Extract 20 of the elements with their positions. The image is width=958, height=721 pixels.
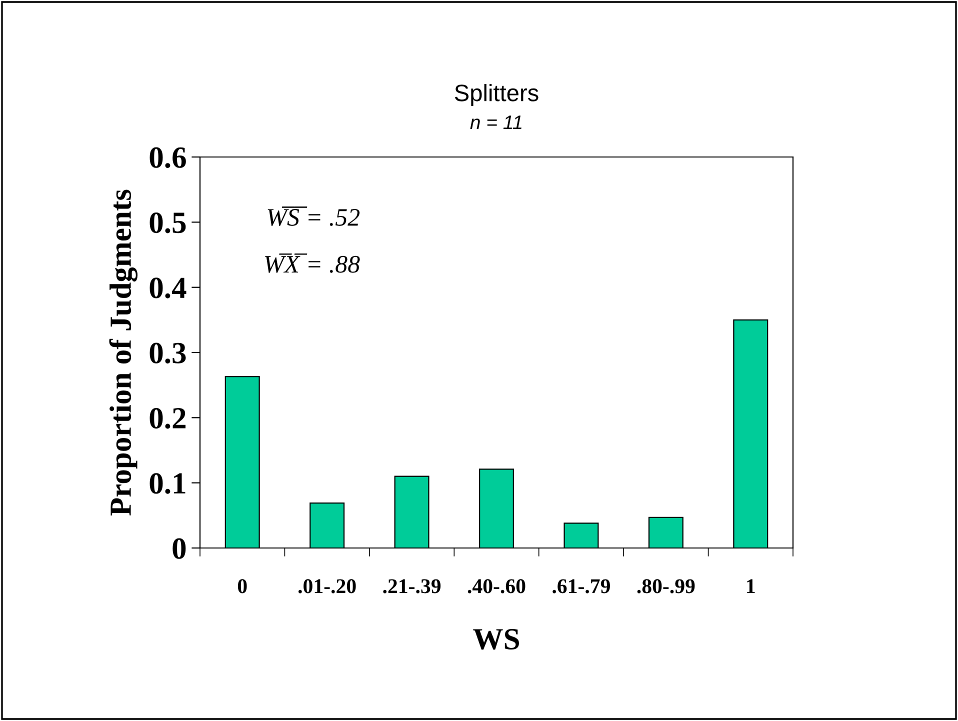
chart-title: Splitters	[454, 84, 538, 106]
x-tick-label: .40-.60	[468, 579, 526, 594]
x-tick-label: .21-.39	[383, 579, 441, 594]
y-axis-title: Proportion of Judgments	[109, 190, 138, 516]
x-axis-title: WS	[473, 628, 519, 650]
annotation: W̅S̅ = .52	[268, 206, 360, 226]
y-tick-label: 0.2	[150, 408, 186, 429]
x-tick-label: 0	[238, 579, 247, 594]
y-tick-label: 0	[172, 538, 186, 559]
y-tick-label: 0.5	[150, 212, 186, 234]
x-tick-label: .01-.20	[298, 579, 356, 594]
y-tick-label: 0.6	[150, 147, 186, 168]
annotation: W̅X̅ = .88	[265, 253, 360, 273]
x-tick-label: .80-.99	[637, 579, 695, 594]
chart-subtitle: n = 11	[470, 116, 522, 130]
x-tick-label: 1	[747, 579, 755, 594]
y-tick-label: 0.3	[150, 342, 186, 364]
y-tick-label: 0.4	[150, 278, 186, 298]
y-tick-label: 0.1	[150, 473, 186, 494]
x-tick-label: .61-.79	[552, 579, 610, 594]
